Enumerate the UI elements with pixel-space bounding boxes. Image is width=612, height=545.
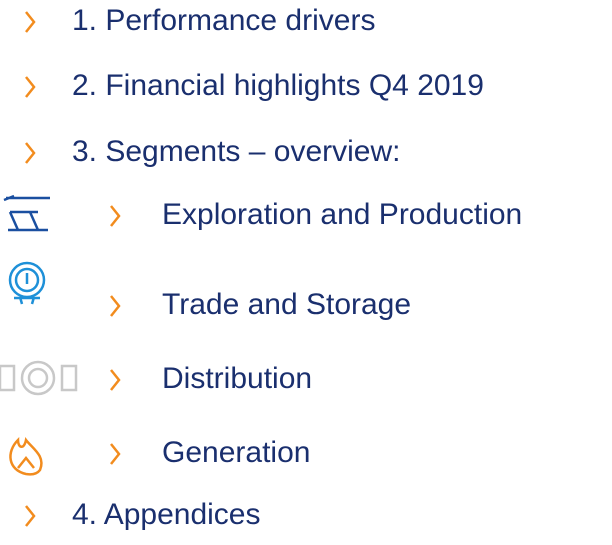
item-label: 4. Appendices [72,498,260,531]
chevron [25,11,36,33]
chevron [25,142,36,164]
chevron [110,205,121,227]
item-label: Generation [162,436,310,469]
valve-icon [0,360,78,396]
chevron [110,295,121,317]
chevron [25,505,36,527]
item-label: Trade and Storage [162,288,411,321]
chevron [25,76,36,98]
item-label: Exploration and Production [162,198,522,231]
chevron [110,443,121,465]
item-label: 1. Performance drivers [72,4,375,37]
item-label: 2. Financial highlights Q4 2019 [72,69,484,102]
item-label: Distribution [162,362,312,395]
item-label: 3. Segments – overview: [72,135,401,168]
flame-icon [9,436,43,476]
pumpjack-icon [3,194,50,232]
chevron [110,369,121,391]
gauge-icon [8,261,46,305]
